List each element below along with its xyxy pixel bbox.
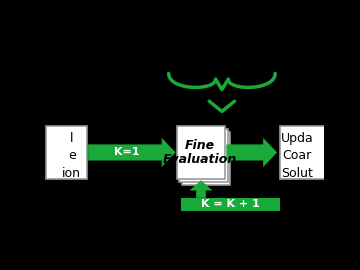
Text: Solut: Solut: [282, 167, 313, 180]
Polygon shape: [88, 138, 176, 167]
Text: K = K + 1: K = K + 1: [201, 200, 260, 210]
Text: Evaluation: Evaluation: [163, 153, 237, 166]
Text: e: e: [68, 150, 76, 163]
Polygon shape: [190, 180, 212, 198]
Text: K=1: K=1: [114, 147, 140, 157]
FancyBboxPatch shape: [280, 126, 325, 179]
FancyBboxPatch shape: [179, 129, 228, 182]
Polygon shape: [226, 138, 277, 167]
Text: ion: ion: [62, 167, 81, 180]
FancyBboxPatch shape: [46, 126, 87, 179]
Text: Coar: Coar: [283, 150, 312, 163]
Text: Fine: Fine: [185, 139, 215, 152]
FancyBboxPatch shape: [177, 126, 225, 179]
Text: l: l: [70, 132, 73, 145]
Text: Upda: Upda: [281, 132, 314, 145]
FancyBboxPatch shape: [181, 198, 280, 211]
FancyBboxPatch shape: [182, 132, 230, 185]
